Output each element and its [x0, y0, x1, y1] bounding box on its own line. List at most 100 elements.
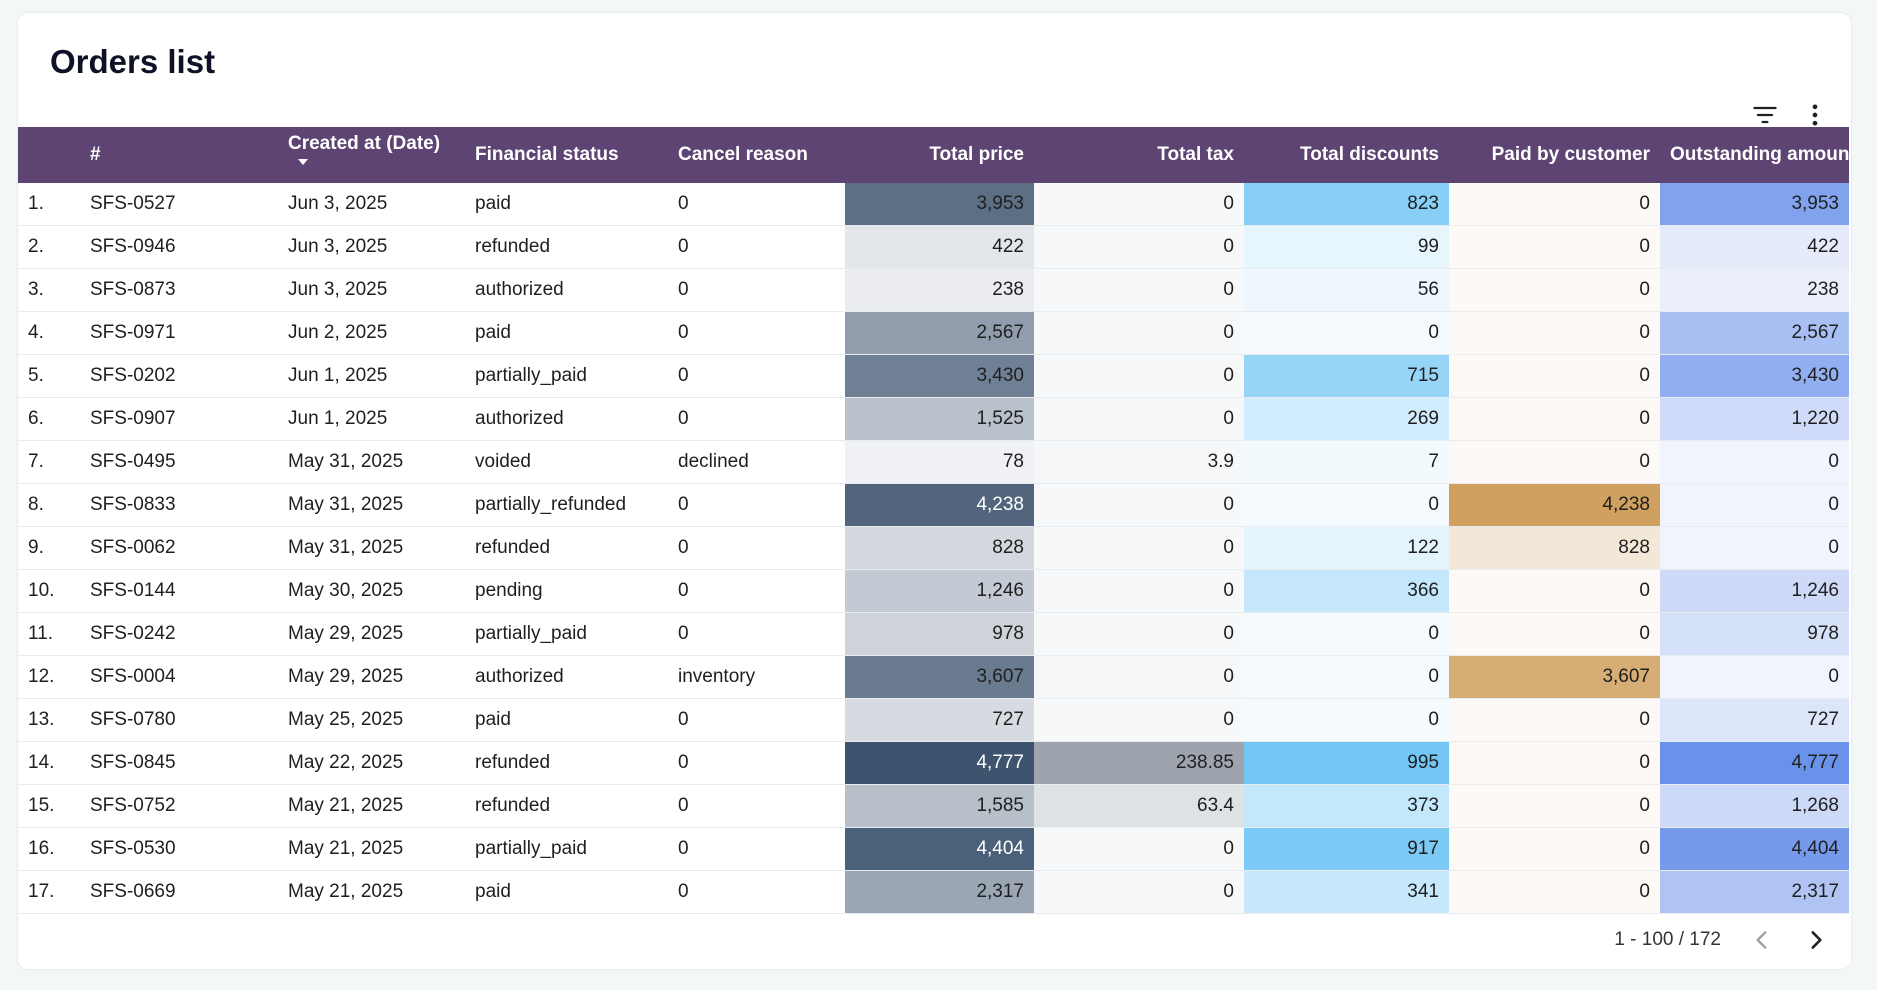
column-header-outstanding-amount[interactable]: Outstanding amount: [1660, 127, 1851, 183]
table-row[interactable]: 7. SFS-0495 May 31, 2025 voided declined 78 3.…: [18, 440, 1849, 484]
cell-idx: 1.: [18, 183, 80, 226]
cell-outstanding: 0: [1660, 655, 1849, 699]
orders-table: # Created at (Date) Financial status Can…: [18, 127, 1851, 914]
filter-icon[interactable]: [1751, 101, 1779, 129]
table-row[interactable]: 15. SFS-0752 May 21, 2025 refunded 0 1,585 63.…: [18, 784, 1849, 828]
column-header-cancel-reason[interactable]: Cancel reason: [668, 127, 845, 183]
table-row[interactable]: 5. SFS-0202 Jun 1, 2025 partially_paid 0 3,43…: [18, 354, 1849, 398]
cell-discounts: 56: [1244, 268, 1449, 312]
column-header-total-tax[interactable]: Total tax: [1034, 127, 1244, 183]
cell-discounts: 341: [1244, 870, 1449, 914]
cell-status: paid: [465, 870, 668, 914]
cell-discounts: 373: [1244, 784, 1449, 828]
cell-date: May 31, 2025: [278, 483, 465, 527]
cell-cancel: declined: [668, 440, 845, 484]
table-row[interactable]: 11. SFS-0242 May 29, 2025 partially_paid 0 97…: [18, 612, 1849, 656]
cell-idx: 15.: [18, 784, 80, 828]
table-row[interactable]: 3. SFS-0873 Jun 3, 2025 authorized 0 238 0 56 0 2…: [18, 268, 1849, 312]
cell-idx: 16.: [18, 827, 80, 871]
cell-id: SFS-0495: [80, 440, 278, 484]
cell-date: Jun 3, 2025: [278, 183, 465, 226]
cell-status: voided: [465, 440, 668, 484]
cell-outstanding: 3,430: [1660, 354, 1849, 398]
cell-id: SFS-0752: [80, 784, 278, 828]
column-header-financial-status[interactable]: Financial status: [465, 127, 668, 183]
cell-id: SFS-0527: [80, 183, 278, 226]
cell-tax: 0: [1034, 569, 1244, 613]
cell-date: Jun 1, 2025: [278, 354, 465, 398]
table-row[interactable]: 4. SFS-0971 Jun 2, 2025 paid 0 2,567 0 0 0 2,567: [18, 311, 1849, 355]
cell-tax: 0: [1034, 870, 1244, 914]
chevron-left-icon[interactable]: [1749, 927, 1775, 953]
sorted-header-group: Created at (Date): [288, 133, 440, 165]
cell-outstanding: 4,404: [1660, 827, 1849, 871]
cell-idx: 5.: [18, 354, 80, 398]
more-vert-icon[interactable]: [1801, 101, 1829, 129]
cell-tax: 3.9: [1034, 440, 1244, 484]
cell-cancel: 0: [668, 268, 845, 312]
table-body: 1. SFS-0527 Jun 3, 2025 paid 0 3,953 0 823 0 3,95…: [18, 183, 1849, 914]
cell-date: May 21, 2025: [278, 827, 465, 871]
cell-tax: 0: [1034, 698, 1244, 742]
cell-tax: 0: [1034, 483, 1244, 527]
cell-outstanding: 238: [1660, 268, 1849, 312]
cell-paid: 0: [1449, 698, 1660, 742]
cell-outstanding: 1,220: [1660, 397, 1849, 441]
cell-discounts: 0: [1244, 311, 1449, 355]
cell-outstanding: 0: [1660, 440, 1849, 484]
cell-idx: 2.: [18, 225, 80, 269]
cell-discounts: 122: [1244, 526, 1449, 570]
cell-paid: 0: [1449, 440, 1660, 484]
cell-tax: 0: [1034, 397, 1244, 441]
column-header-created-at[interactable]: Created at (Date): [278, 127, 465, 183]
cell-idx: 7.: [18, 440, 80, 484]
cell-cancel: 0: [668, 183, 845, 226]
column-header-total-price[interactable]: Total price: [845, 127, 1034, 183]
cell-discounts: 715: [1244, 354, 1449, 398]
cell-paid: 0: [1449, 870, 1660, 914]
pagination-range: 1 - 100 / 172: [1614, 929, 1721, 950]
table-row[interactable]: 6. SFS-0907 Jun 1, 2025 authorized 0 1,525 0 26…: [18, 397, 1849, 441]
table-row[interactable]: 8. SFS-0833 May 31, 2025 partially_refunded…: [18, 483, 1849, 527]
table-row[interactable]: 12. SFS-0004 May 29, 2025 authorized invento…: [18, 655, 1849, 699]
table-header-row: # Created at (Date) Financial status Can…: [18, 127, 1851, 183]
cell-status: refunded: [465, 741, 668, 785]
cell-id: SFS-0202: [80, 354, 278, 398]
table-row[interactable]: 17. SFS-0669 May 21, 2025 paid 0 2,317 0 341 0 2,…: [18, 870, 1849, 914]
cell-discounts: 269: [1244, 397, 1449, 441]
cell-tax: 0: [1034, 225, 1244, 269]
table-row[interactable]: 1. SFS-0527 Jun 3, 2025 paid 0 3,953 0 823 0 3,95…: [18, 183, 1849, 226]
cell-id: SFS-0971: [80, 311, 278, 355]
cell-discounts: 917: [1244, 827, 1449, 871]
table-row[interactable]: 13. SFS-0780 May 25, 2025 paid 0 727 0 0 0 727: [18, 698, 1849, 742]
table-row[interactable]: 9. SFS-0062 May 31, 2025 refunded 0 828 0 122 82…: [18, 526, 1849, 570]
cell-paid: 0: [1449, 784, 1660, 828]
cell-idx: 8.: [18, 483, 80, 527]
table-row[interactable]: 2. SFS-0946 Jun 3, 2025 refunded 0 422 0 99 0 422: [18, 225, 1849, 269]
cell-date: May 31, 2025: [278, 440, 465, 484]
sort-desc-icon: [298, 159, 308, 165]
cell-status: partially_paid: [465, 612, 668, 656]
column-header-total-discounts[interactable]: Total discounts: [1244, 127, 1449, 183]
cell-status: authorized: [465, 268, 668, 312]
cell-price: 1,585: [845, 784, 1034, 828]
cell-cancel: 0: [668, 526, 845, 570]
cell-date: May 31, 2025: [278, 526, 465, 570]
column-header-order-id[interactable]: #: [80, 127, 278, 183]
table-row[interactable]: 16. SFS-0530 May 21, 2025 partially_paid 0 4,…: [18, 827, 1849, 871]
cell-cancel: inventory: [668, 655, 845, 699]
cell-cancel: 0: [668, 827, 845, 871]
cell-date: Jun 1, 2025: [278, 397, 465, 441]
cell-price: 978: [845, 612, 1034, 656]
table-row[interactable]: 10. SFS-0144 May 30, 2025 pending 0 1,246 0 366…: [18, 569, 1849, 613]
cell-outstanding: 2,317: [1660, 870, 1849, 914]
chevron-right-icon[interactable]: [1803, 927, 1829, 953]
cell-discounts: 366: [1244, 569, 1449, 613]
cell-status: paid: [465, 311, 668, 355]
cell-id: SFS-0780: [80, 698, 278, 742]
cell-paid: 0: [1449, 225, 1660, 269]
table-row[interactable]: 14. SFS-0845 May 22, 2025 refunded 0 4,777 238…: [18, 741, 1849, 785]
cell-date: May 21, 2025: [278, 870, 465, 914]
column-header-paid-by-customer[interactable]: Paid by customer: [1449, 127, 1660, 183]
cell-date: May 22, 2025: [278, 741, 465, 785]
